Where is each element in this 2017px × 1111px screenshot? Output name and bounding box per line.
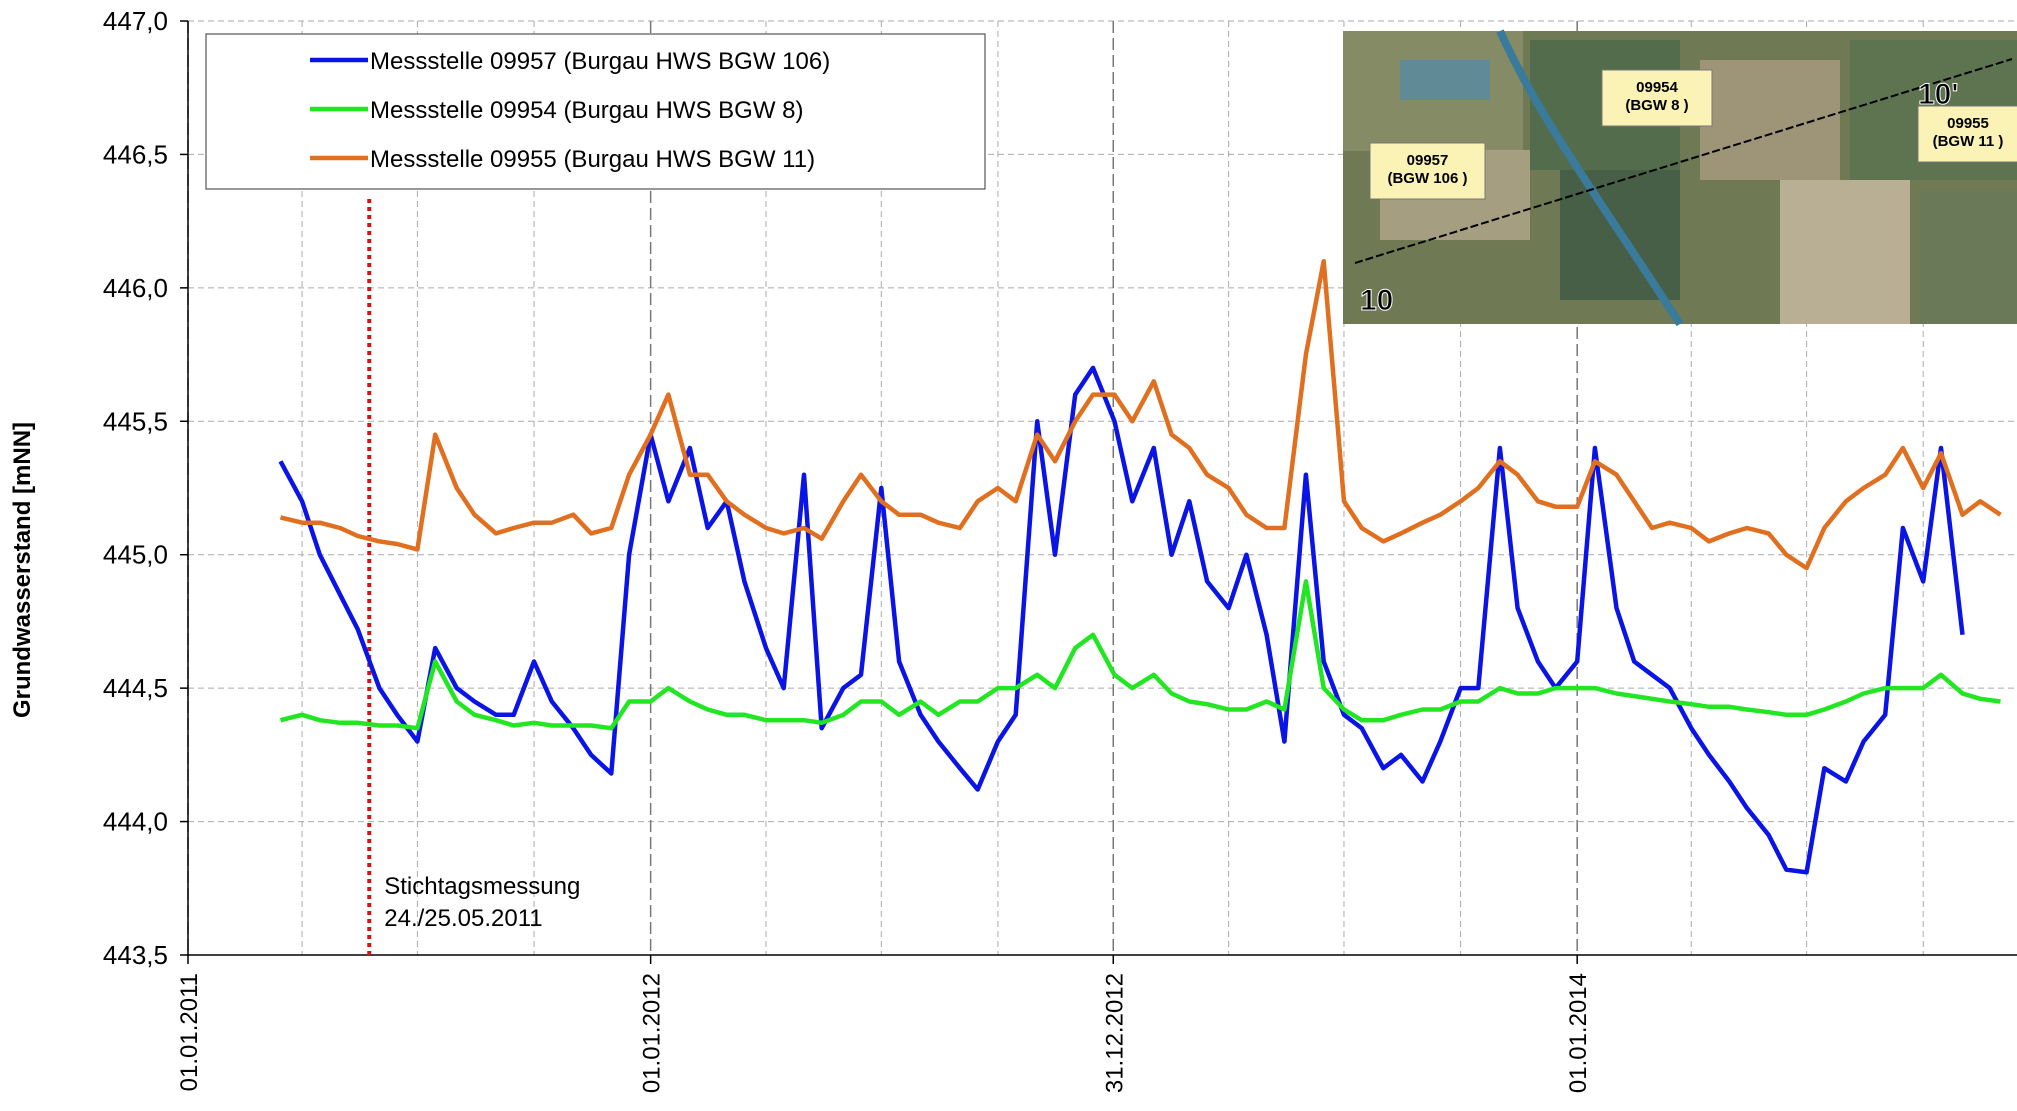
- y-tick-label: 444,0: [103, 807, 168, 837]
- inset-label: (BGW 8 ): [1625, 97, 1688, 114]
- x-tick-label: 01.01.2011: [176, 973, 203, 1091]
- x-tick-label: 31.12.2012: [1101, 973, 1128, 1093]
- series-line: [279, 579, 2001, 731]
- x-tick-label: 01.01.2012: [639, 973, 666, 1093]
- inset-section-label: 10: [1360, 284, 1393, 317]
- legend-label: Messstelle 09957 (Burgau HWS BGW 106): [370, 48, 830, 75]
- inset-label: 09957: [1407, 152, 1449, 169]
- y-tick-label: 445,0: [103, 540, 168, 570]
- series-line: [279, 258, 2002, 571]
- inset-callout: [1917, 105, 2017, 163]
- y-tick-label: 447,0: [103, 6, 168, 36]
- inset-label: (BGW 106 ): [1387, 170, 1467, 187]
- inset-river: [1496, 29, 1684, 327]
- y-tick-label: 446,0: [103, 273, 168, 303]
- annotation: 24./25.05.2011: [384, 905, 542, 932]
- inset-callout: [1601, 69, 1713, 127]
- inset-callout: [1369, 142, 1486, 200]
- y-tick-label: 443,5: [103, 940, 168, 970]
- legend-label: Messstelle 09955 (Burgau HWS BGW 11): [370, 146, 815, 173]
- y-tick-label: 446,5: [103, 139, 168, 169]
- y-tick-label: 444,5: [103, 673, 168, 703]
- inset-label: 09955: [1947, 115, 1989, 132]
- inset-field: [1920, 190, 2017, 324]
- inset-label: (BGW 11 ): [1933, 133, 2004, 150]
- x-tick-label: 01.01.2014: [1565, 973, 1592, 1093]
- y-tick-label: 445,5: [103, 406, 168, 436]
- series-line: [278, 365, 1965, 875]
- legend-label: Messstelle 09954 (Burgau HWS BGW 8): [370, 97, 804, 124]
- inset-section-label: 10': [1918, 78, 1959, 111]
- inset-label: 09954: [1636, 79, 1678, 96]
- inset-field: [1400, 60, 1490, 100]
- inset-field: [1700, 60, 1840, 180]
- inset-map: 09957(BGW 106 ) 09954(BGW 8 ) 09955(BGW 11…: [1343, 29, 2017, 327]
- inset-field: [1780, 180, 1910, 324]
- y-axis-title: Grundwasserstand [mNN]: [9, 422, 36, 718]
- legend: Messstelle 09957 (Burgau HWS BGW 106) Mes…: [205, 33, 986, 190]
- annotation: Stichtagsmessung: [384, 873, 580, 900]
- inset-section: [1354, 58, 2013, 264]
